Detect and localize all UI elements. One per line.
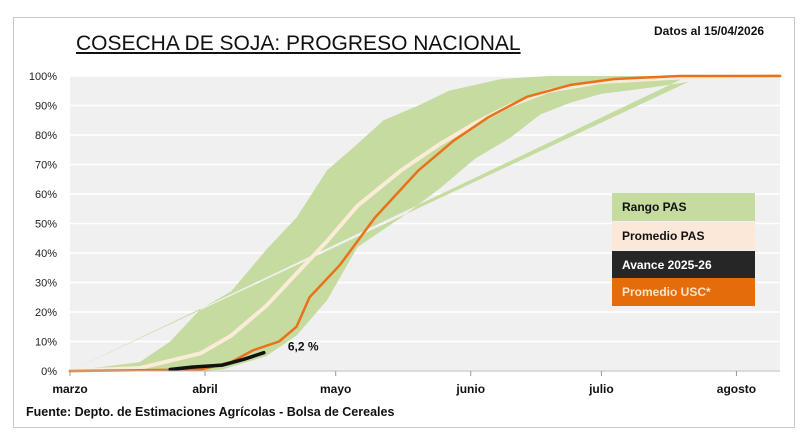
x-tick-label: mayo bbox=[320, 382, 351, 396]
series-promedio-pas bbox=[68, 74, 782, 373]
x-tick-label: agosto bbox=[717, 382, 756, 396]
x-tick-label: junio bbox=[455, 382, 485, 396]
series-avance-2025-26 bbox=[168, 350, 266, 372]
range-pas-band bbox=[70, 76, 689, 371]
y-tick-label: 10% bbox=[35, 337, 57, 349]
y-tick-label: 90% bbox=[35, 101, 57, 113]
y-tick-label: 80% bbox=[35, 130, 57, 142]
y-tick-label: 40% bbox=[35, 248, 57, 260]
chart-title: COSECHA DE SOJA: PROGRESO NACIONAL bbox=[76, 32, 521, 55]
source-note: Fuente: Depto. de Estimaciones Agrícolas… bbox=[26, 405, 395, 419]
legend-avance: Avance 2025-26 bbox=[612, 251, 755, 279]
y-tick-label: 50% bbox=[35, 219, 57, 231]
x-tick-label: abril bbox=[192, 382, 217, 396]
y-tick-label: 30% bbox=[35, 278, 57, 290]
legend-rango-pas: Rango PAS bbox=[612, 193, 755, 221]
y-tick-label: 20% bbox=[35, 307, 57, 319]
y-tick-label: 0% bbox=[41, 366, 57, 378]
y-tick-label: 70% bbox=[35, 160, 57, 172]
y-tick-label: 100% bbox=[29, 71, 57, 83]
series-promedio-usc- bbox=[68, 74, 782, 373]
data-date: Datos al 15/04/2026 bbox=[654, 24, 765, 38]
x-tick-label: marzo bbox=[52, 382, 87, 396]
y-tick-label: 60% bbox=[35, 189, 57, 201]
legend-promedio-pas: Promedio PAS bbox=[612, 222, 755, 250]
current-value-label: 6,2 % bbox=[288, 340, 319, 354]
x-tick-label: julio bbox=[588, 382, 614, 396]
legend-promedio-usc: Promedio USC* bbox=[612, 278, 755, 306]
